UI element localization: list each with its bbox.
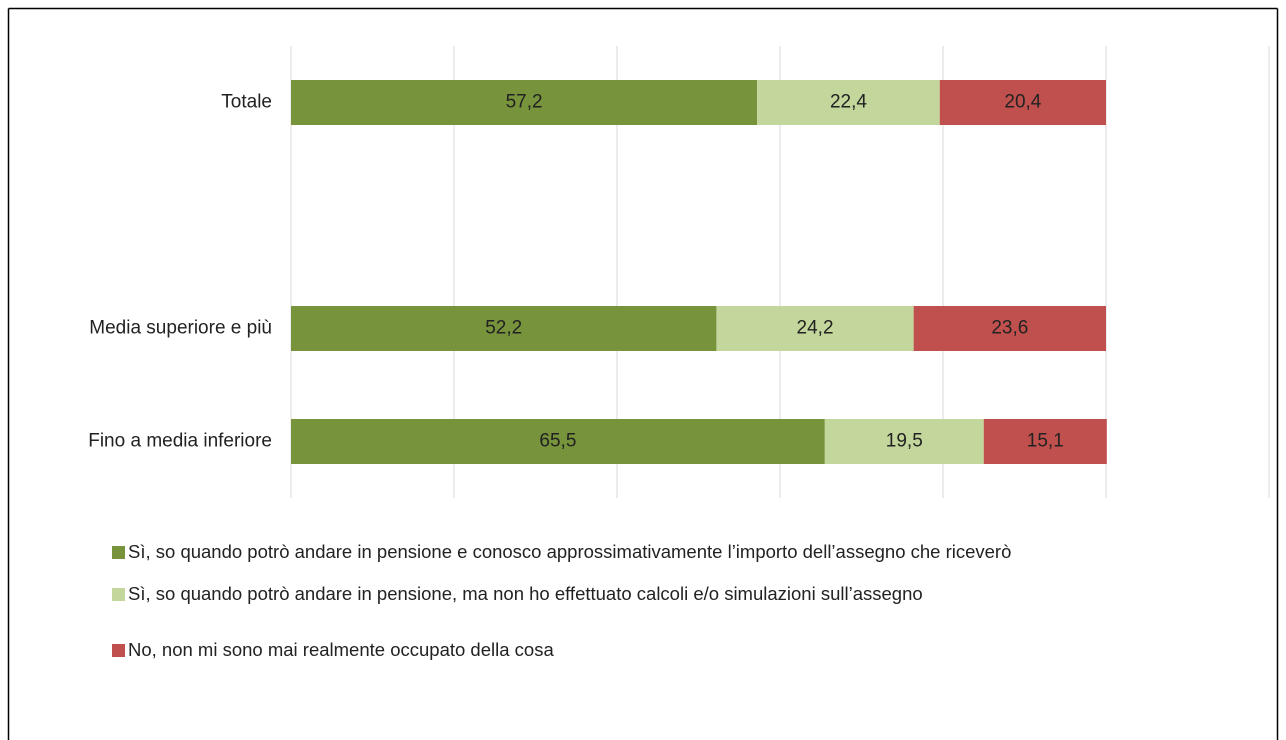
bar-segment <box>757 80 940 125</box>
category-label: Fino a media inferiore <box>88 431 272 452</box>
legend-item: Sì, so quando potrò andare in pensione e… <box>112 538 1222 566</box>
bar-segment <box>939 80 1106 125</box>
bar-segment <box>291 306 717 351</box>
bar-segment <box>824 419 984 464</box>
legend-swatch <box>112 588 125 601</box>
bar-segment <box>983 419 1107 464</box>
legend-label: No, non mi sono mai realmente occupato d… <box>128 639 554 660</box>
legend-label: Sì, so quando potrò andare in pensione e… <box>128 541 1012 562</box>
value-label: 22,4 <box>830 92 867 113</box>
value-label: 24,2 <box>797 318 834 339</box>
bar-segment <box>716 306 914 351</box>
legend-swatch <box>112 546 125 559</box>
bar-segment <box>291 419 825 464</box>
bar-segment <box>291 80 758 125</box>
value-label: 23,6 <box>991 318 1028 339</box>
legend-item: Sì, so quando potrò andare in pensione, … <box>112 580 1222 608</box>
category-label: Totale <box>221 92 272 113</box>
legend: Sì, so quando potrò andare in pensione e… <box>112 538 1222 664</box>
value-label: 65,5 <box>539 431 576 452</box>
value-label: 52,2 <box>485 318 522 339</box>
legend-swatch <box>112 644 125 657</box>
category-label: Media superiore e più <box>89 318 272 339</box>
bar-segment <box>913 306 1106 351</box>
value-label: 15,1 <box>1027 431 1064 452</box>
legend-label: Sì, so quando potrò andare in pensione, … <box>128 583 923 604</box>
value-label: 20,4 <box>1004 92 1041 113</box>
legend-item: No, non mi sono mai realmente occupato d… <box>112 636 1222 664</box>
value-label: 19,5 <box>886 431 923 452</box>
value-label: 57,2 <box>506 92 543 113</box>
